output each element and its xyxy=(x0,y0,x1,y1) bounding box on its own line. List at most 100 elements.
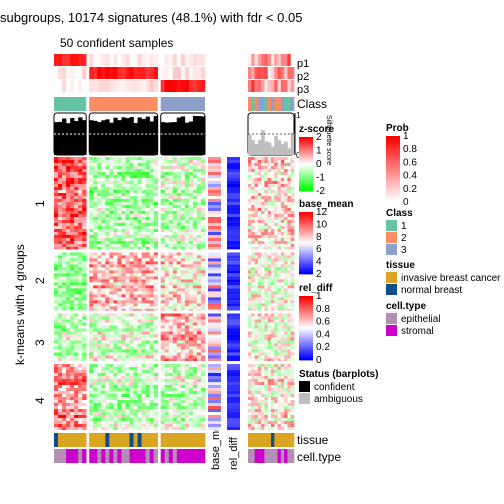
heatmap-cell xyxy=(130,214,134,217)
heatmap-cell xyxy=(113,358,117,361)
heatmap-cell xyxy=(125,178,129,181)
heatmap-cell-mixed xyxy=(281,418,285,421)
rel-diff-cell xyxy=(227,238,240,241)
heatmap-cell xyxy=(150,388,154,391)
heatmap-cell-mixed xyxy=(278,273,282,276)
heatmap-cell xyxy=(62,244,66,247)
rel-diff-cell xyxy=(227,409,240,412)
heatmap-cell xyxy=(138,190,142,193)
heatmap-cell xyxy=(121,199,125,202)
heatmap-cell-mixed xyxy=(274,276,278,279)
heatmap-cell xyxy=(169,424,173,427)
heatmap-cell xyxy=(93,294,97,297)
rel-diff-cell xyxy=(227,367,240,370)
heatmap-cell xyxy=(70,187,74,190)
prob-cell-p2 xyxy=(125,67,129,79)
heatmap-cell-mixed xyxy=(284,346,288,349)
heatmap-cell xyxy=(97,160,101,163)
heatmap-cell xyxy=(197,297,201,300)
cell-type-annotation-cell xyxy=(258,449,262,463)
heatmap-cell xyxy=(197,394,201,397)
heatmap-cell xyxy=(54,202,58,205)
heatmap-cell-mixed xyxy=(274,202,278,205)
heatmap-cell xyxy=(150,294,154,297)
prob-cell-p3 xyxy=(130,80,134,92)
heatmap-cell xyxy=(62,313,66,316)
heatmap-cell xyxy=(93,285,97,288)
heatmap-cell xyxy=(105,232,109,235)
heatmap-cell xyxy=(138,279,142,282)
tissue-annotation-cell xyxy=(173,433,177,447)
heatmap-cell-mixed xyxy=(274,264,278,267)
heatmap-cell-mixed xyxy=(251,258,255,261)
heatmap-cell xyxy=(109,379,113,382)
heatmap-cell xyxy=(193,261,197,264)
heatmap-cell-mixed xyxy=(291,370,295,373)
heatmap-cell xyxy=(109,397,113,400)
prob-cell-p2 xyxy=(177,67,181,79)
heatmap-cell xyxy=(134,397,138,400)
rel-diff-cell xyxy=(227,391,240,394)
heatmap-cell-mixed xyxy=(274,211,278,214)
heatmap-cell-mixed xyxy=(255,226,259,229)
heatmap-cell xyxy=(185,358,189,361)
heatmap-cell xyxy=(109,184,113,187)
heatmap-cell xyxy=(173,406,177,409)
heatmap-cell-mixed xyxy=(281,187,285,190)
heatmap-cell-mixed xyxy=(287,184,291,187)
heatmap-cell xyxy=(62,217,66,220)
heatmap-cell xyxy=(177,255,181,258)
heatmap-cell xyxy=(189,418,193,421)
heatmap-cell xyxy=(89,229,93,232)
heatmap-cell xyxy=(161,427,165,430)
heatmap-cell xyxy=(58,409,62,412)
heatmap-cell xyxy=(150,169,154,172)
heatmap-cell xyxy=(185,300,189,303)
heatmap-cell xyxy=(197,163,201,166)
rel-diff-cell xyxy=(227,300,240,303)
heatmap-cell xyxy=(97,418,101,421)
heatmap-cell-mixed xyxy=(278,415,282,418)
heatmap-cell xyxy=(154,258,158,261)
heatmap-cell xyxy=(70,322,74,325)
heatmap-cell-mixed xyxy=(291,187,295,190)
heatmap-cell xyxy=(82,349,86,352)
silhouette-bar-ambiguous xyxy=(291,133,295,155)
heatmap-cell xyxy=(109,400,113,403)
heatmap-cell xyxy=(62,300,66,303)
heatmap-cell xyxy=(154,376,158,379)
heatmap-cell xyxy=(201,394,205,397)
heatmap-cell xyxy=(121,247,125,249)
heatmap-cell xyxy=(146,288,150,291)
heatmap-cell xyxy=(169,325,173,328)
heatmap-cell xyxy=(130,264,134,267)
heatmap-cell xyxy=(54,279,58,282)
heatmap-cell xyxy=(193,244,197,247)
heatmap-cell xyxy=(197,334,201,337)
heatmap-cell xyxy=(89,370,93,373)
cell-type-annotation-cell xyxy=(105,449,109,463)
heatmap-cell-mixed xyxy=(268,331,272,334)
heatmap-cell xyxy=(130,175,134,178)
heatmap-cell xyxy=(169,199,173,202)
heatmap-cell-mixed xyxy=(271,343,275,346)
heatmap-cell xyxy=(101,178,105,181)
heatmap-cell xyxy=(74,184,78,187)
heatmap-cell xyxy=(93,352,97,355)
prob-cell-mixed-p2 xyxy=(281,67,285,79)
heatmap-cell xyxy=(181,358,185,361)
heatmap-cell xyxy=(161,328,165,331)
heatmap-cell-mixed xyxy=(261,270,265,273)
heatmap-cell-mixed xyxy=(287,355,291,358)
heatmap-cell-mixed xyxy=(287,346,291,349)
heatmap-cell xyxy=(125,346,129,349)
heatmap-cell-mixed xyxy=(291,223,295,226)
heatmap-cell xyxy=(82,202,86,205)
heatmap-cell xyxy=(54,355,58,358)
heatmap-cell xyxy=(121,306,125,309)
heatmap-cell-mixed xyxy=(284,385,288,388)
heatmap-cell xyxy=(93,358,97,361)
heatmap-cell xyxy=(201,199,205,202)
heatmap-cell xyxy=(130,178,134,181)
heatmap-cell xyxy=(161,322,165,325)
